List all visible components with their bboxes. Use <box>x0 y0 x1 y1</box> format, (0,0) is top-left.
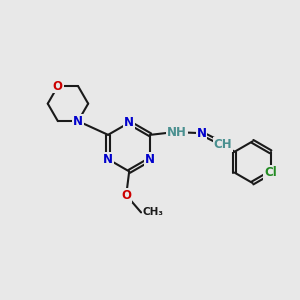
Text: Cl: Cl <box>264 166 277 179</box>
Text: N: N <box>103 153 113 166</box>
Text: CH: CH <box>214 138 232 151</box>
Text: N: N <box>196 127 206 140</box>
Text: N: N <box>124 116 134 129</box>
Text: CH₃: CH₃ <box>142 207 164 218</box>
Text: N: N <box>73 115 83 128</box>
Text: N: N <box>145 153 155 166</box>
Text: O: O <box>121 189 131 202</box>
Text: O: O <box>53 80 63 93</box>
Text: NH: NH <box>167 126 187 139</box>
